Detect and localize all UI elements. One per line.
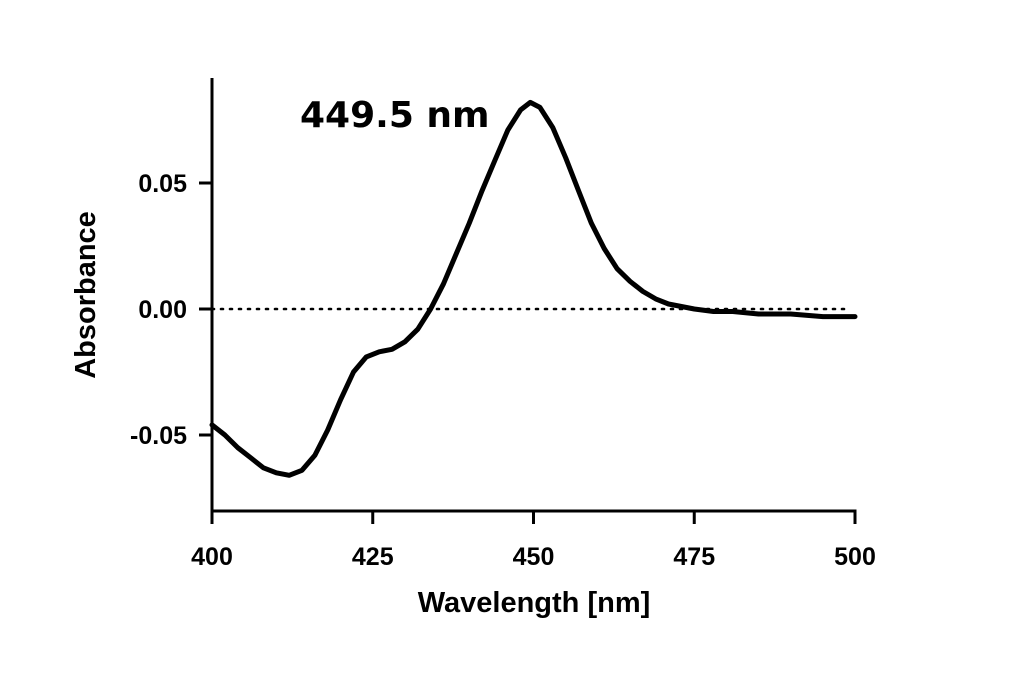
series-line-0 xyxy=(209,99,858,478)
x-tick-label-425: 425 xyxy=(352,543,394,571)
label-layer: 449.5 nm Wavelength [nm] Absorbance xyxy=(70,95,650,619)
x-tick-label-450: 450 xyxy=(513,543,555,571)
x-tick-label-500: 500 xyxy=(834,543,876,571)
x-tick-label-400: 400 xyxy=(191,543,233,571)
peak-annotation: 449.5 nm xyxy=(300,95,490,136)
x-axis-title: Wavelength [nm] xyxy=(418,587,651,619)
y-tick-label-1: 0.00 xyxy=(138,296,187,324)
axes-layer: 400 425 450 475 500 -0.05 0.00 0.05 xyxy=(130,78,876,571)
y-axis-title: Absorbance xyxy=(70,211,102,379)
series-layer xyxy=(209,99,858,478)
y-tick-label-2: 0.05 xyxy=(138,170,187,198)
y-tick-label-0: -0.05 xyxy=(130,422,187,450)
x-tick-label-475: 475 xyxy=(673,543,715,571)
